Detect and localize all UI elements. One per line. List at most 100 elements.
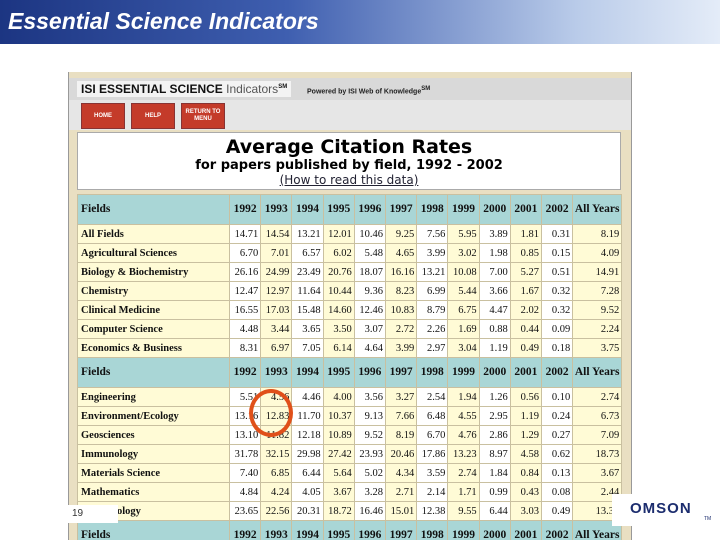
field-name: Geosciences	[77, 425, 230, 445]
citation-rate: 0.49	[509, 338, 542, 358]
citation-rate: 2.97	[416, 338, 449, 358]
citation-rate: 2.74	[572, 387, 623, 407]
brand: ISI ESSENTIAL SCIENCE IndicatorsSM	[77, 81, 292, 97]
citation-rate: 11.64	[291, 281, 324, 301]
citation-rate: 4.24	[260, 482, 293, 502]
column-header: 1997	[385, 357, 418, 388]
data-table: Fields 1992 1993 1994 1995 1996 1997 1998 1999 20…	[69, 72, 631, 540]
citation-rate: 17.86	[416, 444, 449, 464]
citation-rate: 10.46	[353, 224, 386, 244]
highlight-circle	[249, 389, 293, 437]
citation-rate: 7.05	[291, 338, 324, 358]
column-header: 1998	[416, 357, 449, 388]
column-header: 2000	[478, 194, 511, 225]
column-header: 2002	[541, 520, 574, 540]
citation-rate: 5.64	[322, 463, 355, 483]
column-header: 2001	[509, 194, 542, 225]
citation-rate: 2.14	[416, 482, 449, 502]
column-header: 2001	[509, 357, 542, 388]
citation-rate: 24.99	[260, 262, 293, 282]
citation-rate: 3.99	[385, 338, 418, 358]
field-name: Biology & Biochemistry	[77, 262, 230, 282]
column-header: 1994	[291, 194, 324, 225]
citation-rate: 16.55	[229, 300, 262, 320]
logo: OMSON TM	[612, 494, 720, 526]
column-header: 1992	[229, 520, 262, 540]
citation-rate: 23.65	[229, 501, 262, 521]
citation-rate: 3.07	[353, 319, 386, 339]
brand-bar: ISI ESSENTIAL SCIENCE IndicatorsSM Power…	[69, 78, 631, 100]
citation-rate: 0.31	[541, 224, 574, 244]
column-header: 1992	[229, 357, 262, 388]
help-button[interactable]: HELP	[131, 103, 175, 129]
citation-rate: 0.84	[509, 463, 542, 483]
column-header: 1997	[385, 520, 418, 540]
citation-rate: 0.56	[509, 387, 542, 407]
citation-rate: 16.16	[385, 262, 418, 282]
column-header: 1997	[385, 194, 418, 225]
citation-rate: 4.58	[509, 444, 542, 464]
citation-rate: 1.67	[509, 281, 542, 301]
slide-title: Essential Science Indicators	[8, 8, 319, 34]
citation-rate: 4.46	[291, 387, 324, 407]
column-header: 1999	[447, 357, 480, 388]
column-header: Fields	[77, 357, 230, 388]
citation-rate: 6.14	[322, 338, 355, 358]
citation-rate: 2.54	[416, 387, 449, 407]
field-name: Mathematics	[77, 482, 230, 502]
citation-rate: 6.02	[322, 243, 355, 263]
home-button[interactable]: HOME	[81, 103, 125, 129]
field-name: Clinical Medicine	[77, 300, 230, 320]
citation-rate: 10.83	[385, 300, 418, 320]
help-link[interactable]: (How to read this data)	[279, 173, 419, 187]
citation-rate: 2.26	[416, 319, 449, 339]
citation-rate: 7.56	[416, 224, 449, 244]
citation-rate: 3.89	[478, 224, 511, 244]
citation-rate: 0.32	[541, 300, 574, 320]
citation-rate: 1.71	[447, 482, 480, 502]
citation-rate: 4.55	[447, 406, 480, 426]
citation-rate: 0.27	[541, 425, 574, 445]
citation-rate: 9.52	[353, 425, 386, 445]
citation-rate: 2.72	[385, 319, 418, 339]
field-name: Agricultural Sciences	[77, 243, 230, 263]
citation-rate: 8.23	[385, 281, 418, 301]
citation-rate: 4.65	[385, 243, 418, 263]
powered-mark: SM	[421, 86, 431, 92]
field-name: Environment/Ecology	[77, 406, 230, 426]
citation-rate: 10.08	[447, 262, 480, 282]
citation-rate: 13.21	[416, 262, 449, 282]
citation-rate: 6.99	[416, 281, 449, 301]
citation-rate: 10.44	[322, 281, 355, 301]
citation-rate: 8.19	[385, 425, 418, 445]
column-header: 1996	[353, 520, 386, 540]
column-header: 1999	[447, 520, 480, 540]
citation-rate: 20.31	[291, 501, 324, 521]
citation-rate: 9.13	[353, 406, 386, 426]
citation-rate: 5.48	[353, 243, 386, 263]
citation-rate: 0.32	[541, 281, 574, 301]
field-name: Immunology	[77, 444, 230, 464]
citation-rate: 9.36	[353, 281, 386, 301]
citation-rate: 4.05	[291, 482, 324, 502]
menu-button[interactable]: RETURN TO MENU	[181, 103, 225, 129]
citation-rate: 0.13	[541, 463, 574, 483]
citation-rate: 1.29	[509, 425, 542, 445]
citation-rate: 7.01	[260, 243, 293, 263]
citation-rate: 6.44	[291, 463, 324, 483]
citation-rate: 14.60	[322, 300, 355, 320]
column-header: 1998	[416, 520, 449, 540]
citation-rate: 3.66	[478, 281, 511, 301]
citation-rate: 4.76	[447, 425, 480, 445]
citation-rate: 23.49	[291, 262, 324, 282]
citation-rate: 3.59	[416, 463, 449, 483]
citation-rate: 18.73	[572, 444, 623, 464]
column-header: All Years	[572, 194, 623, 225]
column-header: 1998	[416, 194, 449, 225]
column-header: 2002	[541, 194, 574, 225]
citation-rate: 12.47	[229, 281, 262, 301]
citation-rate: 4.84	[229, 482, 262, 502]
powered-text: Powered by ISI Web of Knowledge	[307, 88, 422, 96]
citation-rate: 1.81	[509, 224, 542, 244]
citation-rate: 3.03	[509, 501, 542, 521]
